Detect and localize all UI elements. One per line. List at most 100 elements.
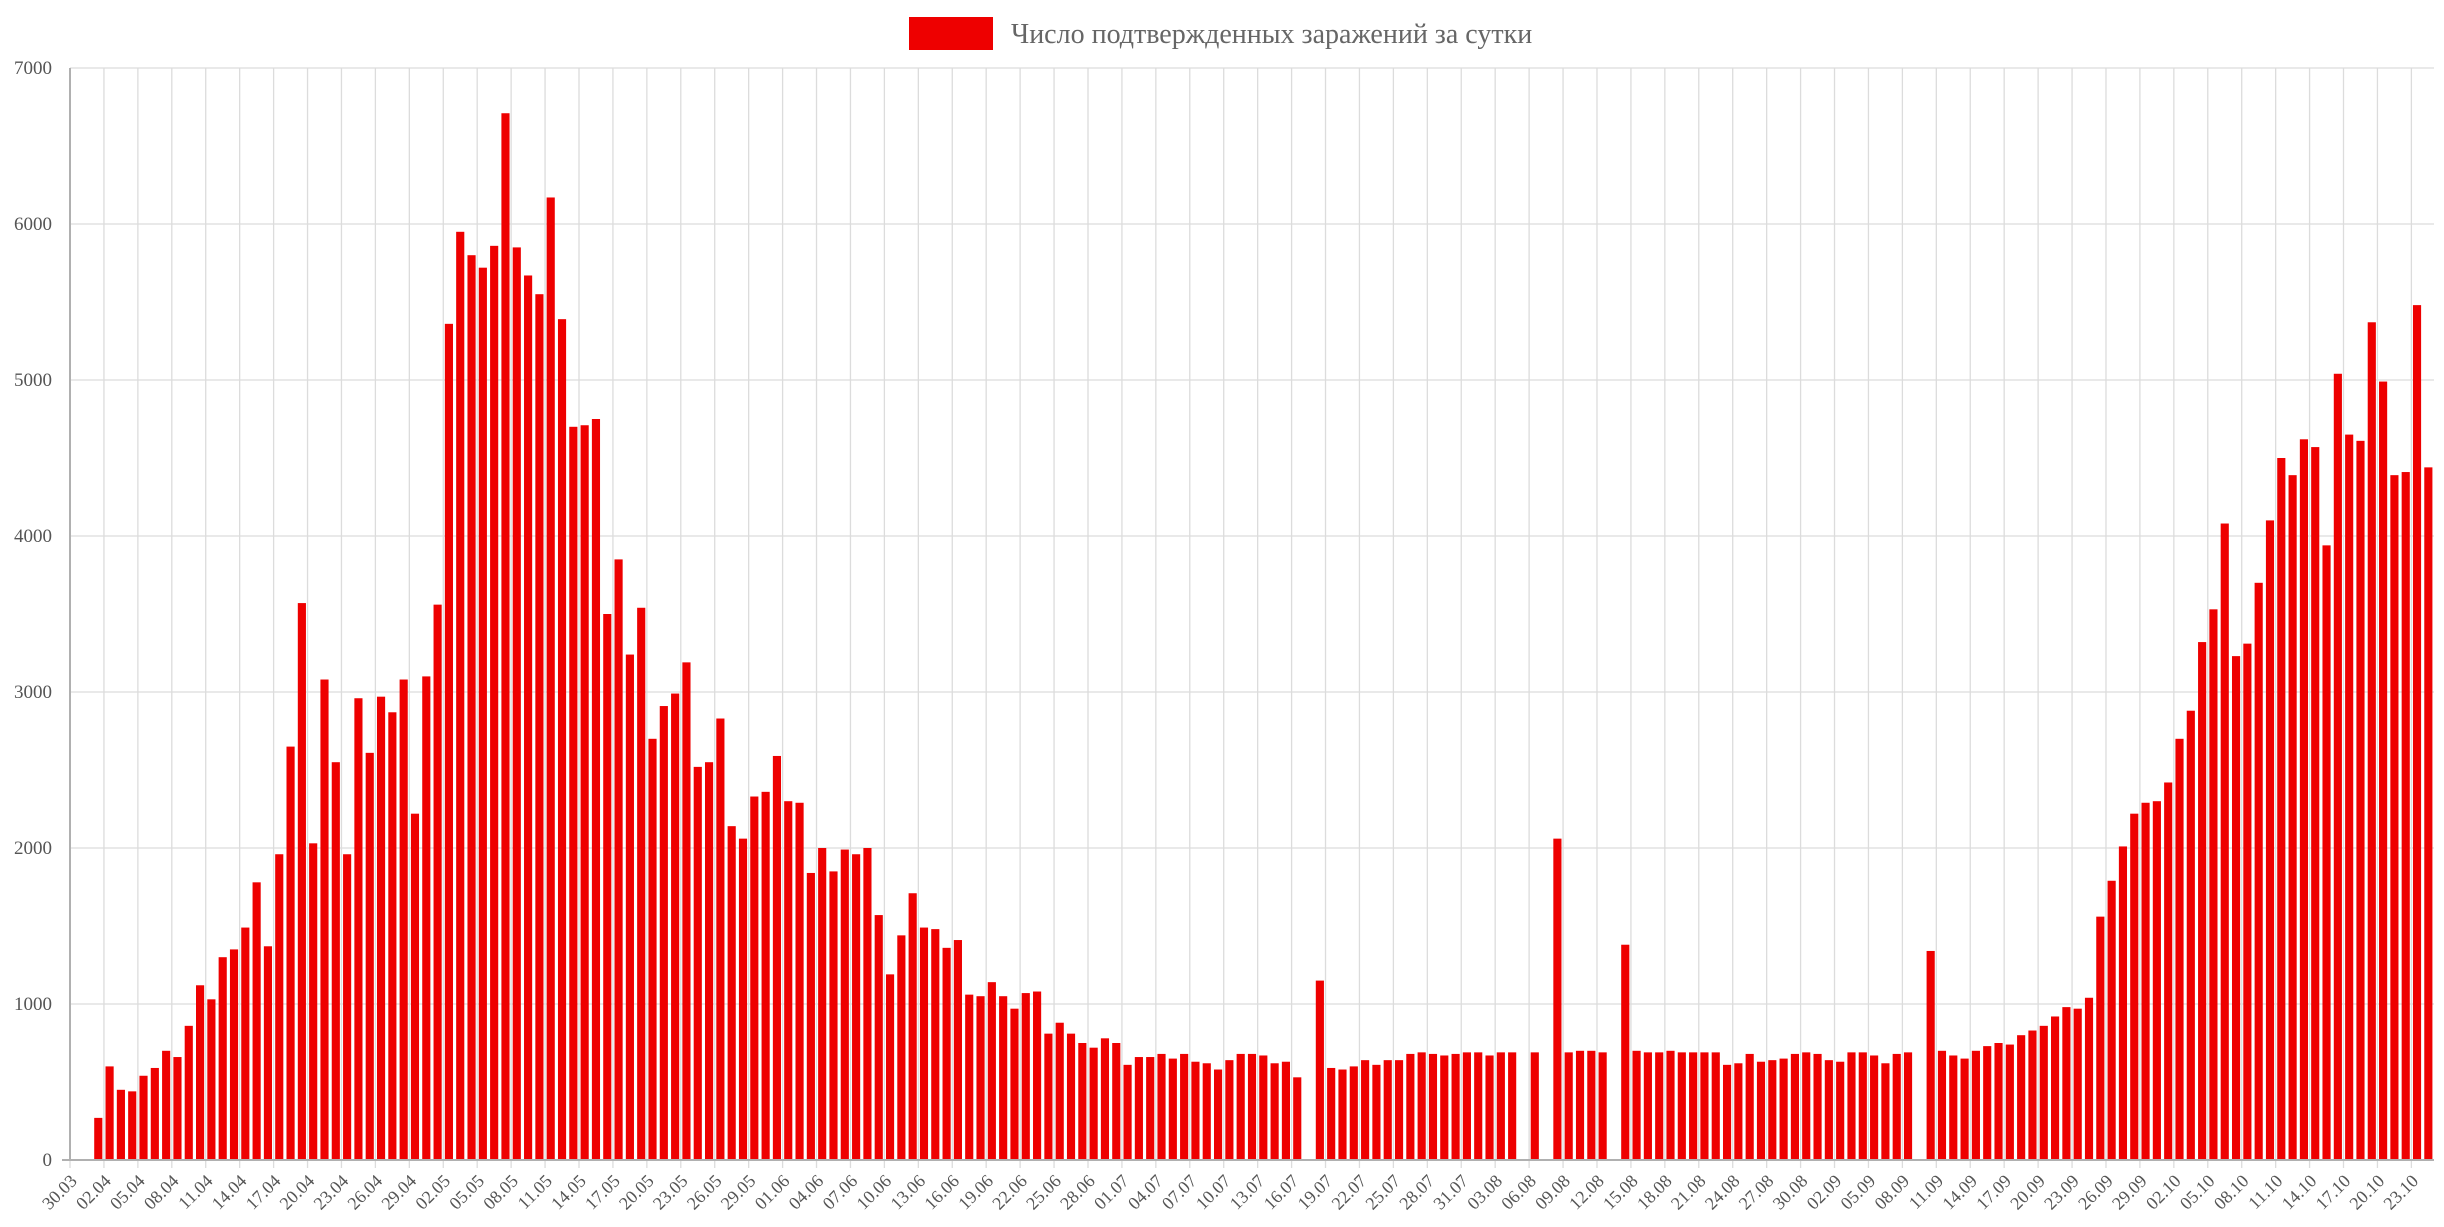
bar[interactable] — [908, 893, 917, 1160]
bar[interactable] — [1066, 1033, 1076, 1160]
bar[interactable] — [1971, 1050, 1980, 1160]
bar[interactable] — [693, 766, 702, 1160]
bar[interactable] — [1281, 1061, 1291, 1160]
bar[interactable] — [2005, 1044, 2014, 1160]
bar[interactable] — [376, 696, 386, 1160]
bar[interactable] — [637, 607, 646, 1160]
bar[interactable] — [2096, 916, 2105, 1160]
bar[interactable] — [2028, 1030, 2037, 1160]
bar[interactable] — [1564, 1052, 1573, 1160]
bar[interactable] — [750, 796, 759, 1160]
bar[interactable] — [128, 1091, 137, 1160]
bar[interactable] — [818, 848, 827, 1160]
bar[interactable] — [1892, 1053, 1901, 1160]
bar[interactable] — [1225, 1060, 1234, 1160]
bar[interactable] — [2367, 322, 2376, 1160]
bar[interactable] — [207, 999, 216, 1160]
bar[interactable] — [1621, 944, 1630, 1160]
bar[interactable] — [2333, 373, 2342, 1160]
bar[interactable] — [1734, 1063, 1743, 1160]
bar[interactable] — [1270, 1063, 1279, 1160]
bar[interactable] — [727, 826, 736, 1160]
bar[interactable] — [286, 746, 295, 1160]
bar[interactable] — [2198, 642, 2207, 1160]
bar[interactable] — [422, 676, 431, 1160]
bar[interactable] — [1123, 1064, 1132, 1160]
bar[interactable] — [275, 854, 284, 1160]
bar[interactable] — [252, 882, 261, 1160]
bar[interactable] — [2401, 472, 2410, 1160]
bar[interactable] — [196, 985, 205, 1160]
bar[interactable] — [1406, 1053, 1415, 1160]
bar[interactable] — [1361, 1060, 1370, 1160]
bar[interactable] — [784, 801, 793, 1160]
bar[interactable] — [1768, 1060, 1777, 1160]
bar[interactable] — [456, 231, 465, 1161]
bar[interactable] — [2051, 1016, 2060, 1160]
bar[interactable] — [546, 197, 555, 1161]
bar[interactable] — [795, 802, 804, 1160]
bar[interactable] — [772, 755, 782, 1160]
bar[interactable] — [852, 854, 861, 1160]
bar[interactable] — [953, 940, 962, 1160]
bar[interactable] — [1530, 1052, 1539, 1160]
bar[interactable] — [1756, 1061, 1766, 1160]
bar[interactable] — [1689, 1052, 1698, 1160]
bar[interactable] — [1790, 1053, 1800, 1160]
bar[interactable] — [1779, 1058, 1788, 1160]
bar[interactable] — [1440, 1055, 1449, 1160]
bar[interactable] — [2175, 738, 2184, 1160]
bar[interactable] — [410, 813, 420, 1160]
bar[interactable] — [524, 275, 533, 1161]
bar[interactable] — [241, 927, 250, 1160]
bar[interactable] — [354, 698, 363, 1160]
bar[interactable] — [897, 935, 906, 1160]
bar[interactable] — [1089, 1047, 1098, 1160]
bar[interactable] — [1191, 1061, 1200, 1160]
bar[interactable] — [2322, 545, 2331, 1160]
bar[interactable] — [444, 323, 453, 1161]
bar[interactable] — [1055, 1022, 1064, 1160]
bar[interactable] — [2424, 467, 2433, 1160]
bar[interactable] — [1643, 1052, 1652, 1160]
bar[interactable] — [1632, 1050, 1641, 1160]
bar[interactable] — [139, 1075, 148, 1160]
bar[interactable] — [1417, 1052, 1426, 1160]
bar[interactable] — [1745, 1053, 1754, 1160]
bar[interactable] — [2345, 434, 2354, 1161]
bar[interactable] — [1587, 1050, 1596, 1160]
bar[interactable] — [987, 982, 996, 1160]
bar[interactable] — [1836, 1061, 1845, 1160]
bar[interactable] — [2265, 520, 2275, 1160]
bar[interactable] — [1677, 1052, 1686, 1160]
bar[interactable] — [2254, 582, 2263, 1160]
bar[interactable] — [1134, 1057, 1143, 1160]
bar[interactable] — [874, 915, 883, 1160]
bar[interactable] — [1474, 1052, 1483, 1160]
bar[interactable] — [94, 1117, 103, 1160]
bar[interactable] — [399, 679, 408, 1160]
bar[interactable] — [704, 762, 714, 1160]
bar[interactable] — [671, 693, 680, 1160]
bar[interactable] — [2039, 1025, 2048, 1160]
bar[interactable] — [1180, 1053, 1189, 1160]
bar[interactable] — [1338, 1069, 1347, 1160]
bar[interactable] — [659, 706, 668, 1160]
bar[interactable] — [2118, 846, 2128, 1160]
bar[interactable] — [1112, 1043, 1121, 1160]
bar[interactable] — [1960, 1058, 1969, 1160]
bar[interactable] — [2356, 440, 2365, 1161]
bar[interactable] — [1847, 1052, 1856, 1160]
bar[interactable] — [1983, 1046, 1992, 1160]
bar[interactable] — [2152, 801, 2161, 1160]
bar[interactable] — [1813, 1053, 1822, 1160]
bar[interactable] — [1824, 1060, 1833, 1160]
bar[interactable] — [2130, 813, 2139, 1160]
bar[interactable] — [648, 738, 657, 1160]
bar[interactable] — [1711, 1052, 1720, 1160]
bar[interactable] — [1327, 1067, 1336, 1160]
bar[interactable] — [1033, 991, 1042, 1160]
bar[interactable] — [1010, 1008, 1019, 1160]
bar[interactable] — [501, 113, 510, 1161]
bar[interactable] — [931, 929, 940, 1160]
